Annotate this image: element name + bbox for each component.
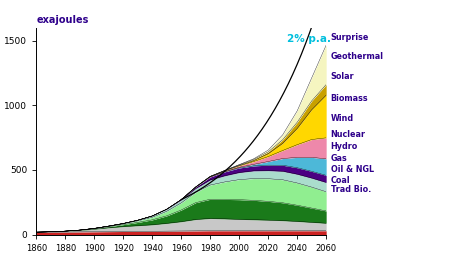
Text: Surprise: Surprise bbox=[331, 33, 369, 43]
Text: Oil & NGL: Oil & NGL bbox=[331, 165, 374, 174]
Text: Hydro: Hydro bbox=[331, 142, 358, 151]
Text: 2% p.a.: 2% p.a. bbox=[287, 34, 331, 44]
Text: Geothermal: Geothermal bbox=[331, 52, 384, 60]
Text: Solar: Solar bbox=[331, 72, 354, 81]
Text: Gas: Gas bbox=[331, 154, 347, 163]
Text: exajoules: exajoules bbox=[36, 15, 89, 25]
Text: Nuclear: Nuclear bbox=[331, 130, 366, 139]
Text: Biomass: Biomass bbox=[331, 94, 368, 103]
Text: Wind: Wind bbox=[331, 114, 354, 123]
Text: Trad Bio.: Trad Bio. bbox=[331, 185, 371, 195]
Text: Coal: Coal bbox=[331, 176, 350, 185]
